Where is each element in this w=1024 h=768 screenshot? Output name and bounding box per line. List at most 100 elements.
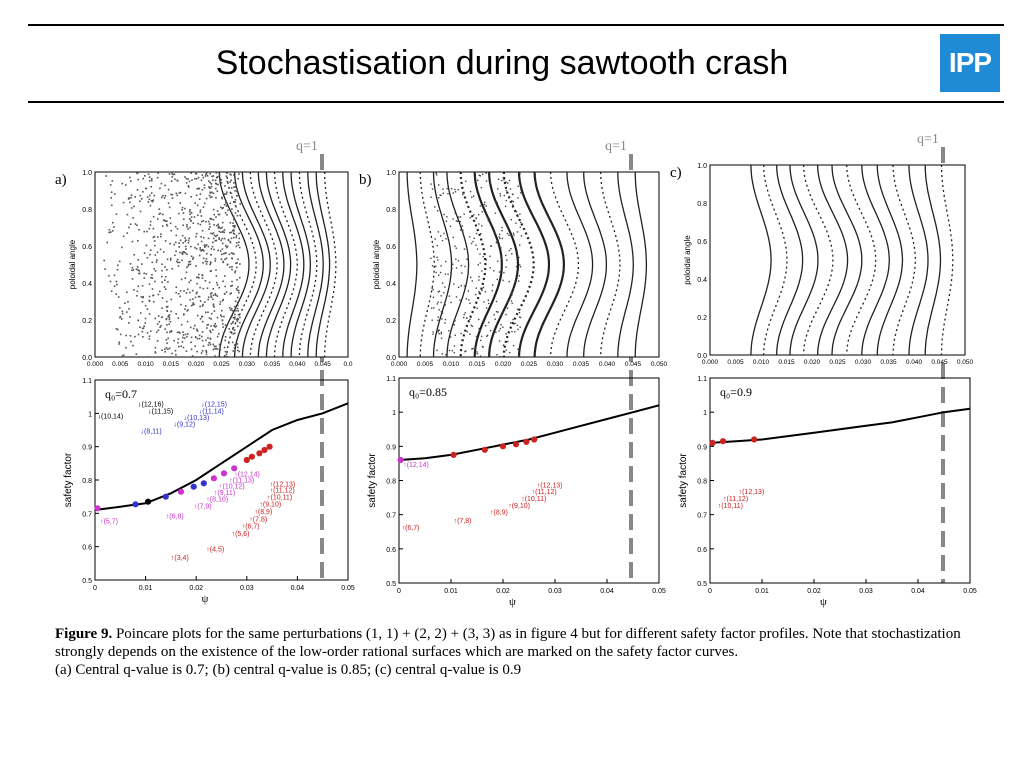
stochastic-dot (481, 211, 483, 213)
stochastic-dot (221, 248, 224, 250)
stochastic-dot (229, 266, 231, 268)
stochastic-dot (221, 237, 224, 240)
stochastic-dot (444, 322, 446, 324)
stochastic-dot (232, 215, 235, 218)
stochastic-dot (210, 296, 213, 299)
stochastic-dot (472, 347, 474, 350)
stochastic-dot (212, 288, 215, 290)
stochastic-dot (206, 356, 208, 357)
stochastic-dot (233, 224, 235, 227)
stochastic-dot (138, 229, 140, 231)
poincare-panel-2: b) q=1 poloidal angle 0.0 0.2 0.4 0.6 0.8 1.0 0.0… (359, 139, 668, 368)
stochastic-dot (199, 247, 201, 249)
stochastic-dot (162, 219, 165, 221)
stochastic-dot (203, 184, 206, 186)
x-tick-label: 0 (93, 585, 97, 592)
stochastic-dot (190, 196, 192, 198)
x-tick-label: 0.02 (807, 588, 821, 595)
stochastic-dot (166, 220, 168, 222)
stochastic-dot (221, 207, 223, 210)
stochastic-dot (231, 280, 233, 283)
field-line (533, 172, 566, 357)
stochastic-dot (217, 225, 220, 228)
stochastic-dot (454, 245, 456, 247)
stochastic-dot (215, 348, 217, 350)
stochastic-dot (198, 198, 201, 200)
stochastic-dot (115, 293, 117, 295)
stochastic-dot (230, 285, 232, 287)
panel-label: c) (670, 165, 682, 181)
stochastic-dot (238, 237, 241, 240)
stochastic-dot (234, 313, 236, 316)
stochastic-dot (141, 285, 144, 287)
stochastic-dot (218, 230, 221, 233)
stochastic-dot (151, 200, 154, 203)
stochastic-dot (215, 275, 218, 277)
stochastic-dot (137, 269, 139, 271)
stochastic-dot (212, 219, 215, 221)
y-tick-label: 0.2 (386, 318, 396, 325)
stochastic-dot (221, 221, 224, 224)
rational-surface-label: ↑(12,14) (403, 462, 429, 469)
stochastic-dot (462, 229, 464, 232)
x-tick-label: 0.03 (240, 585, 254, 592)
stochastic-dot (231, 322, 234, 324)
stochastic-dot (501, 314, 503, 316)
y-tick-label: 1.0 (386, 170, 396, 177)
stochastic-dot (221, 197, 223, 200)
stochastic-dot (450, 301, 452, 304)
rational-surface-marker (94, 505, 101, 512)
stochastic-dot (213, 324, 215, 327)
stochastic-dot (488, 347, 490, 349)
stochastic-dot (192, 304, 194, 306)
stochastic-dot (215, 197, 217, 199)
stochastic-dot (183, 218, 185, 220)
stochastic-dot (436, 256, 438, 259)
stochastic-dot (220, 231, 222, 233)
rational-surface-label: ↑(12,14) (234, 472, 260, 479)
rational-surface-label: ↑(7,8) (249, 517, 267, 524)
stochastic-dot (134, 196, 136, 198)
stochastic-dot (234, 270, 237, 272)
stochastic-dot (200, 220, 203, 223)
stochastic-dot (239, 203, 241, 205)
stochastic-dot (437, 331, 439, 333)
stochastic-dot (117, 296, 120, 298)
stochastic-dot (511, 330, 513, 333)
field-line (315, 172, 331, 357)
stochastic-dot (488, 321, 490, 324)
stochastic-dot (471, 280, 473, 282)
y-tick-label: 0.8 (697, 479, 707, 486)
stochastic-dot (224, 324, 227, 326)
stochastic-dot (501, 257, 503, 260)
rational-surface-label: ↑(7,8) (454, 518, 472, 525)
stochastic-dot (237, 296, 239, 299)
stochastic-dot (471, 196, 473, 198)
stochastic-dot (194, 345, 196, 347)
stochastic-dot (236, 194, 238, 197)
rational-surface-marker (719, 438, 727, 445)
stochastic-dot (152, 227, 155, 230)
stochastic-dot (129, 176, 131, 179)
stochastic-dot (232, 350, 234, 352)
stochastic-dot (153, 268, 155, 270)
stochastic-dot (143, 325, 145, 327)
stochastic-dot (469, 190, 472, 193)
ipp-logo: IPP (940, 34, 1000, 92)
stochastic-dot (199, 286, 201, 289)
stochastic-dot (148, 338, 151, 340)
rational-surface-marker (248, 453, 255, 460)
field-line (846, 165, 877, 355)
x-tick-label: 0 (708, 588, 712, 595)
stochastic-dot (205, 351, 208, 353)
stochastic-dot (430, 196, 432, 198)
stochastic-dot (125, 346, 127, 349)
stochastic-dot (236, 262, 238, 264)
stochastic-dot (191, 289, 194, 292)
stochastic-dot (225, 246, 228, 249)
stochastic-dot (189, 210, 191, 213)
stochastic-dot (186, 310, 189, 312)
stochastic-dot (115, 213, 118, 215)
stochastic-dot (166, 269, 168, 271)
stochastic-dot (501, 237, 504, 240)
